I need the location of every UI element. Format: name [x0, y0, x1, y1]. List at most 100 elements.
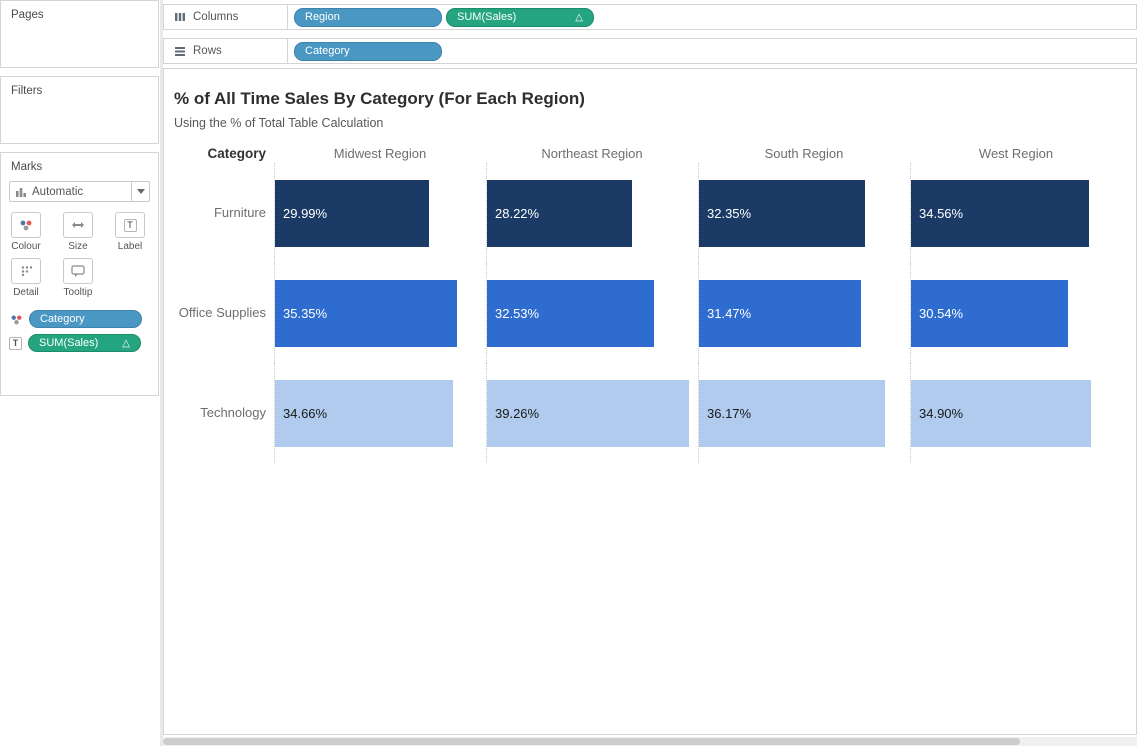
bar-value-label: 31.47%: [707, 305, 752, 321]
chart-cell: 32.35%: [698, 163, 910, 263]
chart-cell: 34.90%: [910, 363, 1122, 463]
row-header-title[interactable]: Category: [207, 146, 266, 161]
marks-card: Marks Automatic: [0, 152, 159, 396]
pill-category[interactable]: Category: [29, 310, 142, 328]
chart-cell: 31.47%: [698, 263, 910, 363]
dropdown-caret-button[interactable]: [131, 182, 149, 201]
category-row-header-furniture[interactable]: Furniture: [213, 204, 266, 220]
bar-value-label: 28.22%: [495, 205, 540, 221]
pill-label: Region: [305, 11, 340, 23]
tooltip-button-label: Tooltip: [63, 287, 93, 298]
bar-technology-northeast-region[interactable]: 39.26%: [487, 379, 690, 447]
category-row-header-office-supplies[interactable]: Office Supplies: [178, 304, 266, 320]
left-sidebar: Pages Filters Marks Automatic: [0, 0, 160, 746]
bar-technology-midwest-region[interactable]: 34.66%: [275, 379, 454, 447]
tooltip-button[interactable]: Tooltip: [61, 258, 95, 298]
sidebar-divider: [160, 0, 163, 746]
chart-cell: 28.22%: [486, 163, 698, 263]
bar-value-label: 39.26%: [495, 405, 540, 421]
bar-furniture-west-region[interactable]: 34.56%: [911, 179, 1089, 247]
marks-card-title: Marks: [11, 161, 43, 173]
category-row-header-technology[interactable]: Technology: [200, 404, 266, 420]
bar-furniture-south-region[interactable]: 32.35%: [699, 179, 866, 247]
bar-value-label: 35.35%: [283, 305, 328, 321]
chart-cell: 39.26%: [486, 363, 698, 463]
chart-cell: 32.53%: [486, 263, 698, 363]
column-header-south[interactable]: South Region: [764, 146, 844, 161]
bar-furniture-northeast-region[interactable]: 28.22%: [487, 179, 633, 247]
bar-value-label: 34.90%: [919, 405, 964, 421]
filters-shelf-title: Filters: [11, 85, 43, 97]
chevron-down-icon: [136, 189, 145, 194]
mark-type-value: Automatic: [32, 185, 84, 198]
pill-category[interactable]: Category: [294, 41, 442, 61]
table-calculation-delta-icon: △: [575, 11, 583, 23]
colour-icon: [19, 219, 33, 231]
size-icon: [71, 219, 85, 231]
pages-shelf[interactable]: Pages: [0, 0, 159, 68]
bar-office-supplies-midwest-region[interactable]: 35.35%: [275, 279, 457, 347]
rows-shelf-pills: Category: [288, 41, 442, 61]
marks-pill-row-category: Category: [9, 310, 150, 328]
bar-value-label: 29.99%: [283, 205, 328, 221]
rows-shelf[interactable]: Rows Category: [163, 38, 1137, 64]
chart-cell: 30.54%: [910, 263, 1122, 363]
filters-shelf[interactable]: Filters: [0, 76, 159, 144]
chart-cell: 35.35%: [274, 263, 486, 363]
chart-cell: 34.66%: [274, 363, 486, 463]
chart-title: % of All Time Sales By Category (For Eac…: [174, 89, 585, 108]
column-header-northeast[interactable]: Northeast Region: [541, 146, 643, 161]
bar-technology-south-region[interactable]: 36.17%: [699, 379, 886, 447]
bar-value-label: 32.53%: [495, 305, 540, 321]
columns-shelf-label: Columns: [193, 11, 239, 23]
horizontal-scrollbar-thumb[interactable]: [163, 738, 1021, 745]
marks-buttons-row-2: Detail Tooltip: [9, 258, 150, 298]
rows-shelf-label: Rows: [193, 45, 222, 57]
pill-sum-sales[interactable]: SUM(Sales) △: [446, 7, 594, 27]
pill-label: Category: [305, 45, 350, 57]
bar-furniture-midwest-region[interactable]: 29.99%: [275, 179, 430, 247]
bar-value-label: 36.17%: [707, 405, 752, 421]
columns-shelf-pills: Region SUM(Sales) △: [288, 7, 594, 27]
columns-icon: [174, 11, 186, 23]
bar-office-supplies-south-region[interactable]: 31.47%: [699, 279, 861, 347]
bar-value-label: 30.54%: [919, 305, 964, 321]
size-button-label: Size: [68, 241, 88, 252]
horizontal-scrollbar[interactable]: [163, 737, 1137, 746]
marks-pills: Category T SUM(Sales) △: [9, 310, 150, 352]
bar-office-supplies-northeast-region[interactable]: 32.53%: [487, 279, 655, 347]
column-header-west[interactable]: West Region: [978, 146, 1054, 161]
size-button[interactable]: Size: [61, 212, 95, 252]
label-icon: T: [123, 218, 137, 232]
pill-sum-sales[interactable]: SUM(Sales) △: [28, 334, 141, 352]
marks-pill-row-sum-sales: T SUM(Sales) △: [9, 334, 150, 352]
columns-shelf[interactable]: Columns Region SUM(Sales) △: [163, 4, 1137, 30]
label-button-label: Label: [117, 241, 143, 252]
bar-technology-west-region[interactable]: 34.90%: [911, 379, 1091, 447]
chart-subtitle: Using the % of Total Table Calculation: [174, 116, 384, 130]
detail-icon: [20, 265, 33, 277]
bar-value-label: 32.35%: [707, 205, 752, 221]
chart-cell: 34.56%: [910, 163, 1122, 263]
rows-shelf-header: Rows: [164, 39, 288, 63]
columns-shelf-header: Columns: [164, 5, 288, 29]
label-icon: T: [9, 336, 22, 350]
detail-button[interactable]: Detail: [9, 258, 43, 298]
pill-region[interactable]: Region: [294, 7, 442, 27]
chart-row-furniture: Furniture 29.99% 28.22% 32.35% 34.56%: [174, 163, 1136, 263]
worksheet-canvas: % of All Time Sales By Category (For Eac…: [163, 68, 1137, 735]
colour-button-label: Colour: [11, 241, 41, 252]
pill-label: SUM(Sales): [457, 11, 517, 23]
label-button[interactable]: T Label: [113, 212, 147, 252]
colour-icon: [9, 312, 23, 326]
main-area: Columns Region SUM(Sales) △: [163, 0, 1137, 746]
column-header-midwest[interactable]: Midwest Region: [333, 146, 427, 161]
detail-button-label: Detail: [13, 287, 39, 298]
bar-office-supplies-west-region[interactable]: 30.54%: [911, 279, 1069, 347]
chart-rows: Furniture 29.99% 28.22% 32.35% 34.56% Office …: [174, 163, 1136, 463]
pill-label: SUM(Sales): [39, 337, 99, 349]
colour-button[interactable]: Colour: [9, 212, 43, 252]
mark-type-dropdown[interactable]: Automatic: [9, 181, 150, 202]
bar-value-label: 34.56%: [919, 205, 964, 221]
chart-cell: 36.17%: [698, 363, 910, 463]
